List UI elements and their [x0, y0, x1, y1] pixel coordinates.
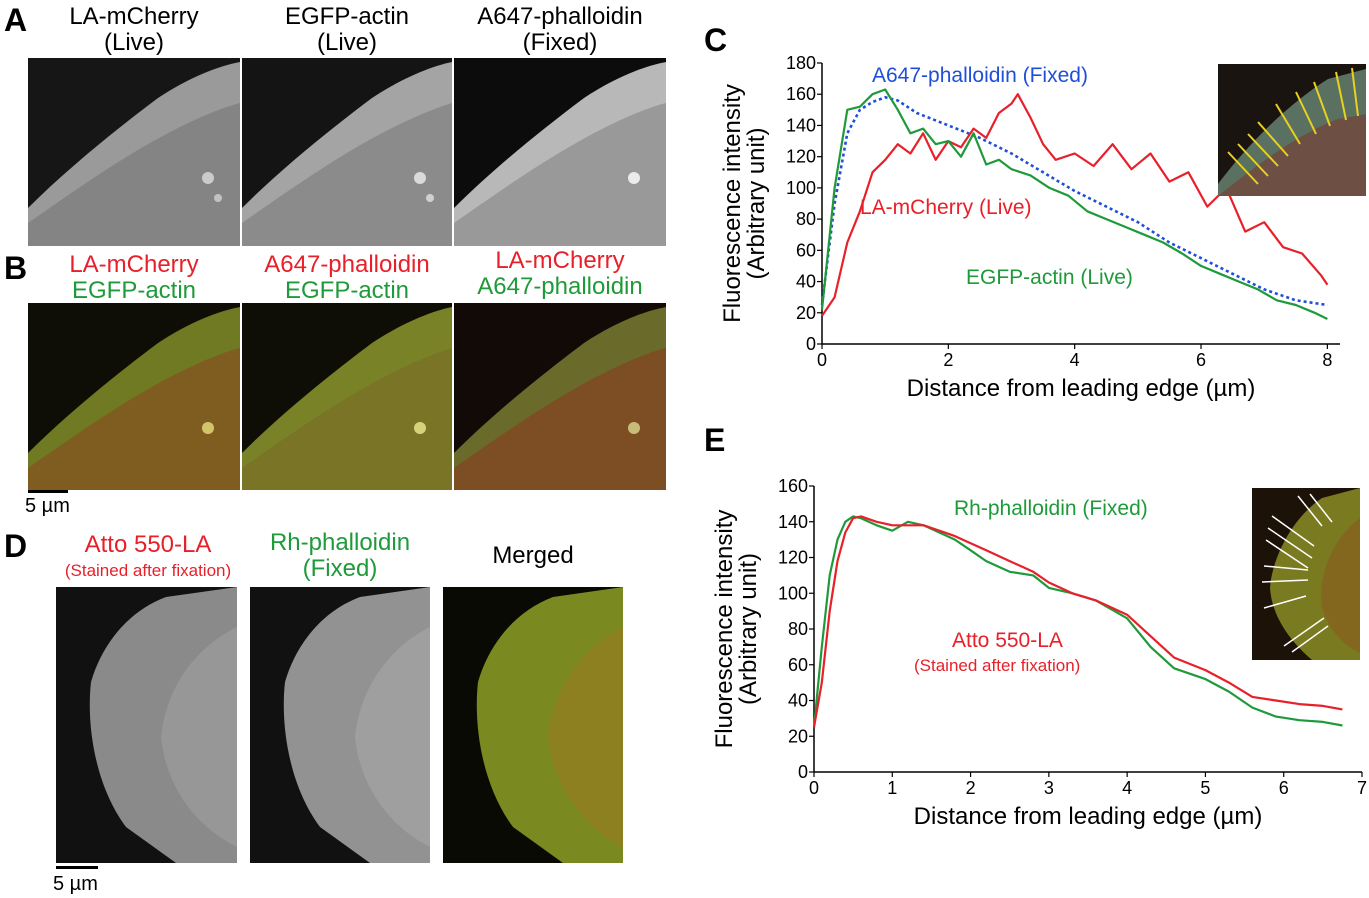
y-tick-label: 40	[788, 691, 808, 711]
y-tick-label: 160	[778, 476, 808, 496]
panel-d-header-2: Rh-phalloidin (Fixed)	[250, 530, 430, 582]
y-tick-label: 140	[778, 512, 808, 532]
y-tick-label: 20	[796, 303, 816, 323]
merged-micrograph-la-a647	[454, 303, 666, 490]
y-tick-label: 140	[786, 115, 816, 135]
x-tick-label: 0	[809, 778, 819, 798]
header-line2: (Live)	[316, 29, 377, 56]
x-tick-label: 6	[1279, 778, 1289, 798]
series-line-1	[821, 93, 1329, 317]
y-tick-label: 120	[786, 147, 816, 167]
header-line1: LA-mCherry	[495, 247, 625, 274]
panel-label-e: E	[704, 422, 726, 458]
y-axis-title-line1: Fluorescence intensity	[719, 84, 746, 323]
y-tick-label: 80	[788, 619, 808, 639]
merged-micrograph-a647-egfp	[242, 303, 452, 490]
header-line2: (Fixed)	[302, 555, 378, 582]
header-line2: (Fixed)	[522, 29, 598, 56]
panel-b-header-1: LA-mCherry EGFP-actin	[28, 252, 240, 304]
header-line1: LA-mCherry	[69, 251, 199, 278]
series-annotation-2: (Stained after fixation)	[914, 656, 1080, 675]
x-tick-label: 1	[887, 778, 897, 798]
header-line1: EGFP-actin	[284, 3, 410, 30]
series-line-1	[812, 515, 1343, 728]
y-axis-title-line2: (Arbitrary unit)	[743, 127, 770, 279]
y-tick-label: 100	[786, 178, 816, 198]
panel-b-header-2: A647-phalloidin EGFP-actin	[242, 252, 452, 304]
panel-label-a: A	[4, 2, 28, 38]
merged-micrograph-la-egfp	[28, 303, 240, 490]
x-tick-label: 3	[1044, 778, 1054, 798]
header-line2: (Stained after fixation)	[64, 561, 232, 580]
series-line-2	[820, 88, 1328, 320]
panel-b-header-3: LA-mCherry A647-phalloidin	[454, 248, 666, 300]
y-tick-label: 20	[788, 726, 808, 746]
y-tick-label: 100	[778, 583, 808, 603]
header-line1: LA-mCherry	[69, 3, 199, 30]
y-tick-label: 160	[786, 84, 816, 104]
y-tick-label: 60	[796, 240, 816, 260]
panel-d-header-3: Merged	[443, 543, 623, 569]
x-tick-label: 7	[1357, 778, 1367, 798]
header-line1: Rh-phalloidin	[269, 529, 411, 556]
panel-d-header-1: Atto 550-LA (Stained after fixation)	[38, 532, 258, 584]
scale-bar-b	[28, 490, 68, 493]
panel-a-header-1: LA-mCherry (Live)	[28, 4, 240, 56]
y-tick-label: 0	[806, 334, 816, 354]
y-tick-label: 120	[778, 548, 808, 568]
x-axis-title: Distance from leading edge (µm)	[907, 375, 1256, 402]
header-line1: Atto 550-LA	[84, 531, 212, 558]
header-line1: A647-phalloidin	[477, 3, 643, 30]
y-axis-title-line2: (Arbitrary unit)	[735, 553, 762, 705]
micrograph-la-mcherry-live	[28, 58, 240, 246]
series-line-0	[812, 515, 1343, 728]
micrograph-merged	[443, 587, 623, 863]
x-tick-label: 4	[1070, 350, 1080, 370]
scale-bar-d	[56, 866, 98, 869]
inset-image-e	[1252, 488, 1360, 660]
y-tick-label: 0	[798, 762, 808, 782]
y-axis-title-line1: Fluorescence intensity	[711, 510, 738, 749]
y-tick-label: 60	[788, 655, 808, 675]
series-annotation-1: Atto 550-LA	[952, 629, 1063, 652]
series-annotation-0: Rh-phalloidin (Fixed)	[954, 497, 1148, 520]
scale-bar-label-d: 5 µm	[53, 873, 98, 895]
panel-a-header-3: A647-phalloidin (Fixed)	[454, 4, 666, 56]
panel-a-header-2: EGFP-actin (Live)	[242, 4, 452, 56]
x-tick-label: 5	[1200, 778, 1210, 798]
y-tick-label: 180	[786, 53, 816, 73]
micrograph-a647-phalloidin-fixed	[454, 58, 666, 246]
micrograph-rh-phalloidin	[250, 587, 430, 863]
panel-label-c: C	[704, 22, 728, 58]
header-line2: (Live)	[103, 29, 164, 56]
inset-image-c	[1218, 64, 1366, 196]
x-tick-label: 6	[1196, 350, 1206, 370]
chart-e: 0 20 40 60 80 100 120 140 160 0 1 2 3 4 5 6 7 Distance fr…	[711, 476, 1367, 830]
series-annotation-0: A647-phalloidin (Fixed)	[872, 64, 1088, 87]
micrograph-atto550-la	[56, 587, 237, 863]
header-line2: EGFP-actin	[71, 277, 197, 304]
y-tick-label: 80	[796, 209, 816, 229]
x-tick-label: 2	[966, 778, 976, 798]
header-line2: A647-phalloidin	[477, 273, 643, 300]
x-tick-label: 2	[943, 350, 953, 370]
x-tick-label: 0	[817, 350, 827, 370]
series-annotation-1: LA-mCherry (Live)	[860, 196, 1032, 219]
panel-label-d: D	[4, 528, 28, 564]
header-line1: A647-phalloidin	[264, 251, 430, 278]
header-line2: EGFP-actin	[284, 277, 410, 304]
chart-c: 0 20 40 60 80 100 120 140 160 180 0 2 4 6 8 Distance fr…	[719, 53, 1340, 402]
y-tick-label: 40	[796, 272, 816, 292]
x-tick-label: 8	[1322, 350, 1332, 370]
scale-bar-label-b: 5 µm	[25, 495, 70, 517]
micrograph-egfp-actin-live	[242, 58, 452, 246]
series-annotation-2: EGFP-actin (Live)	[966, 266, 1133, 289]
panel-label-b: B	[4, 250, 28, 286]
series-line-0	[820, 95, 1328, 307]
header-line1: Merged	[492, 542, 574, 569]
x-tick-label: 4	[1122, 778, 1132, 798]
x-axis-title: Distance from leading edge (µm)	[914, 803, 1263, 830]
